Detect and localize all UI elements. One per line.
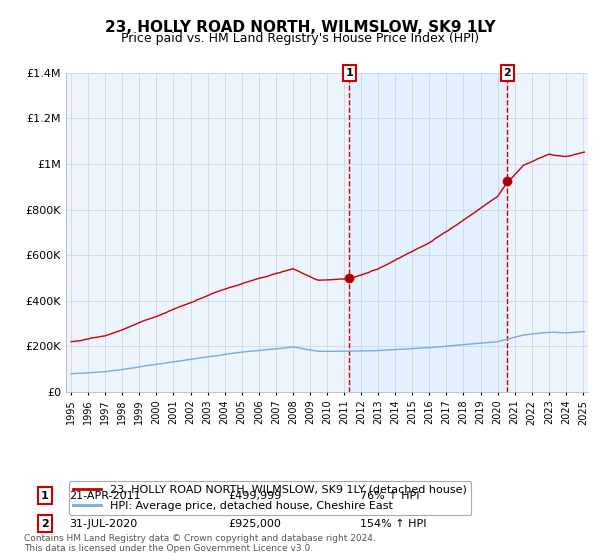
Text: 154% ↑ HPI: 154% ↑ HPI bbox=[360, 519, 427, 529]
Text: 23, HOLLY ROAD NORTH, WILMSLOW, SK9 1LY: 23, HOLLY ROAD NORTH, WILMSLOW, SK9 1LY bbox=[104, 20, 496, 35]
Text: 21-APR-2011: 21-APR-2011 bbox=[69, 491, 140, 501]
Legend: 23, HOLLY ROAD NORTH, WILMSLOW, SK9 1LY (detached house), HPI: Average price, de: 23, HOLLY ROAD NORTH, WILMSLOW, SK9 1LY … bbox=[69, 480, 472, 515]
Text: 2: 2 bbox=[503, 68, 511, 78]
Text: 1: 1 bbox=[346, 68, 353, 78]
Text: 2: 2 bbox=[41, 519, 49, 529]
Text: 31-JUL-2020: 31-JUL-2020 bbox=[69, 519, 137, 529]
Text: 76% ↑ HPI: 76% ↑ HPI bbox=[360, 491, 419, 501]
Text: Price paid vs. HM Land Registry's House Price Index (HPI): Price paid vs. HM Land Registry's House … bbox=[121, 32, 479, 45]
Text: £499,999: £499,999 bbox=[228, 491, 281, 501]
Text: 1: 1 bbox=[41, 491, 49, 501]
Bar bbox=[349, 73, 508, 392]
Text: £925,000: £925,000 bbox=[228, 519, 281, 529]
Text: Contains HM Land Registry data © Crown copyright and database right 2024.
This d: Contains HM Land Registry data © Crown c… bbox=[24, 534, 376, 553]
